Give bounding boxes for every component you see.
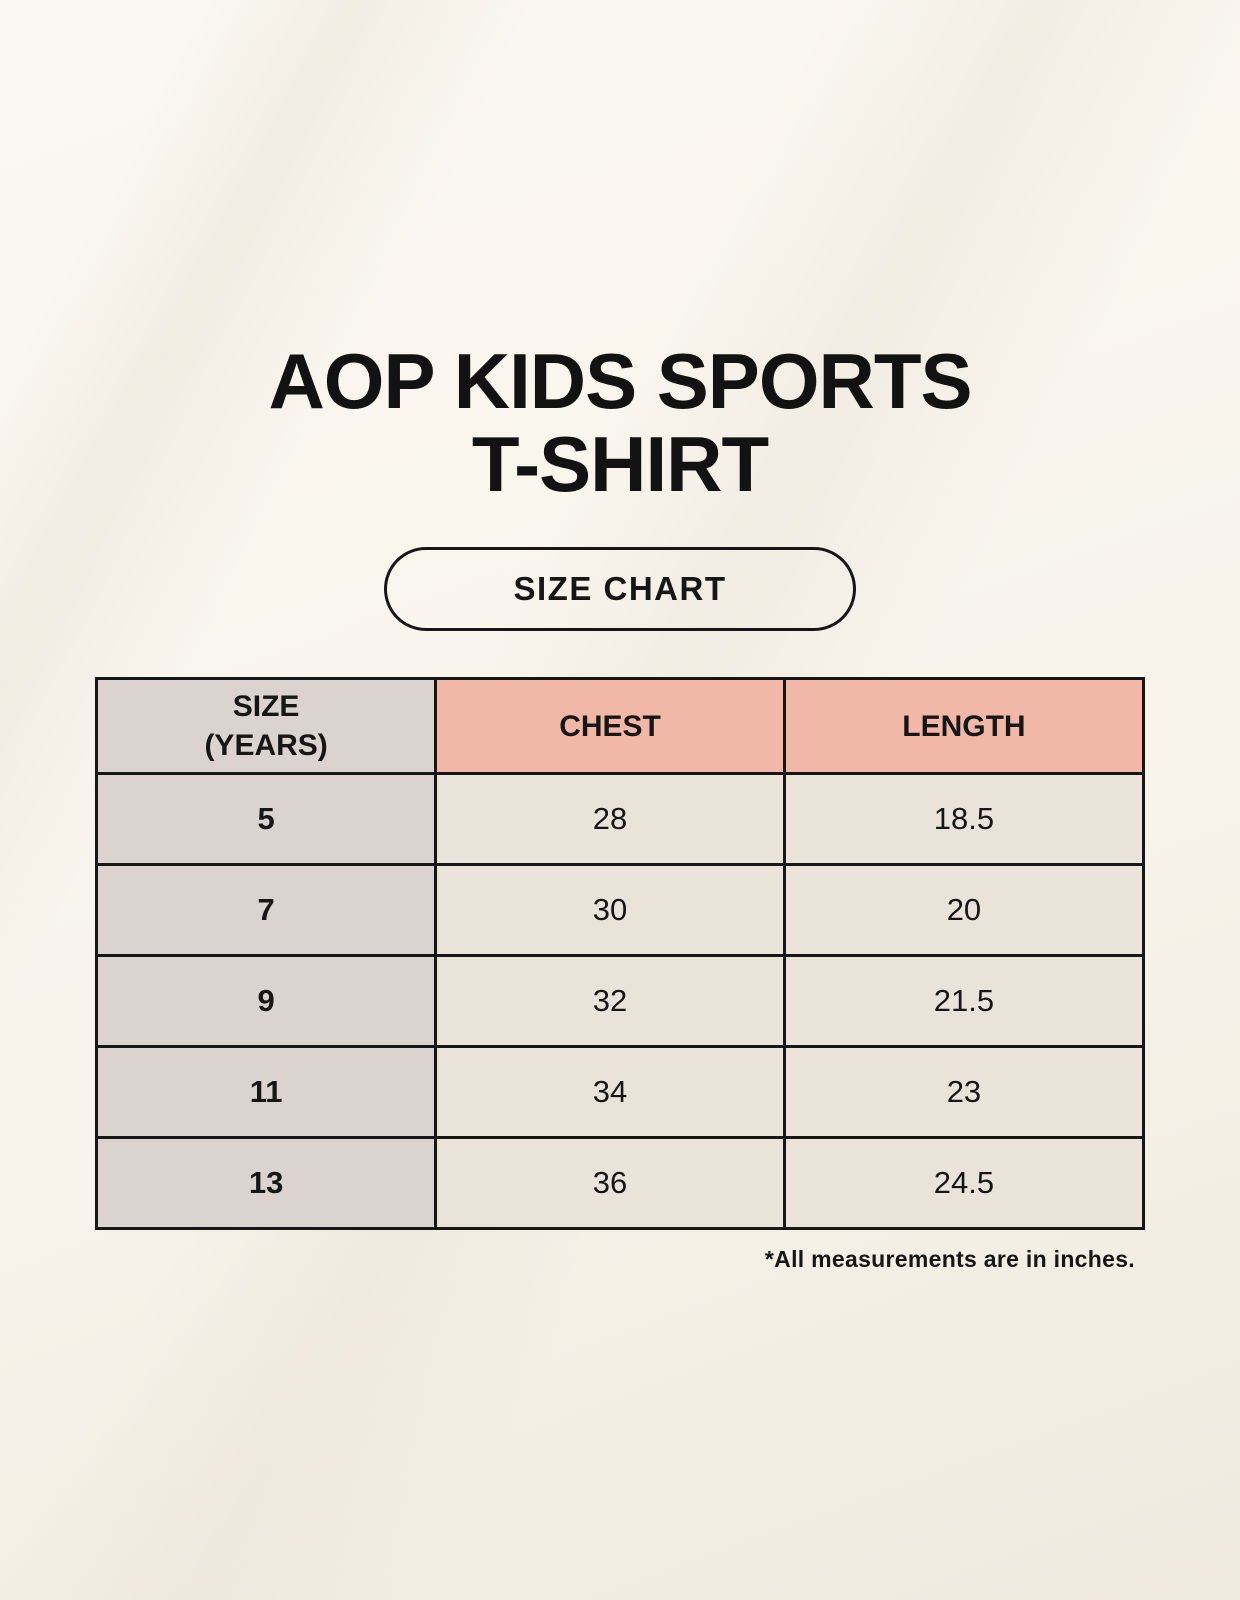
- table-row: 9 32 21.5: [94, 954, 1146, 1049]
- chest-cell: 32: [434, 954, 786, 1049]
- size-cell: 11: [94, 1045, 438, 1140]
- size-cell: 9: [94, 954, 438, 1049]
- chest-header-cell: CHEST: [434, 677, 786, 776]
- length-header-cell: LENGTH: [782, 677, 1146, 776]
- length-cell: 20: [782, 863, 1146, 958]
- length-cell: 18.5: [782, 772, 1146, 867]
- chest-cell: 36: [434, 1136, 786, 1231]
- size-years-header-cell: SIZE (YEARS): [94, 677, 438, 776]
- page-title-line-1: AOP KIDS SPORTS: [268, 337, 972, 425]
- page-title-line-2: T-SHIRT: [471, 419, 769, 508]
- table-row: 13 36 24.5: [94, 1136, 1146, 1231]
- length-cell: 21.5: [782, 954, 1146, 1049]
- chest-cell: 30: [434, 863, 786, 958]
- table-header-row: SIZE (YEARS) CHEST LENGTH: [94, 677, 1146, 776]
- size-years-header-line-2: (YEARS): [204, 729, 328, 763]
- chest-cell: 34: [434, 1045, 786, 1140]
- size-chart-badge-label: SIZE CHART: [513, 570, 727, 608]
- size-chart-badge: SIZE CHART: [384, 547, 856, 632]
- size-cell: 5: [94, 772, 438, 867]
- length-cell: 24.5: [782, 1136, 1146, 1231]
- size-cell: 13: [94, 1136, 438, 1231]
- length-cell: 23: [782, 1045, 1146, 1140]
- chest-cell: 28: [434, 772, 786, 867]
- measurements-footnote: *All measurements are in inches.: [764, 1246, 1135, 1273]
- table-row: 11 34 23: [94, 1045, 1146, 1140]
- size-years-header-line-1: SIZE: [232, 690, 300, 724]
- table-row: 5 28 18.5: [94, 772, 1146, 867]
- size-chart-table: SIZE (YEARS) CHEST LENGTH 5 28 18.5 7 30…: [94, 677, 1146, 1231]
- table-row: 7 30 20: [94, 863, 1146, 958]
- page-title: AOP KIDS SPORTS T-SHIRT: [0, 0, 1240, 505]
- size-cell: 7: [94, 863, 438, 958]
